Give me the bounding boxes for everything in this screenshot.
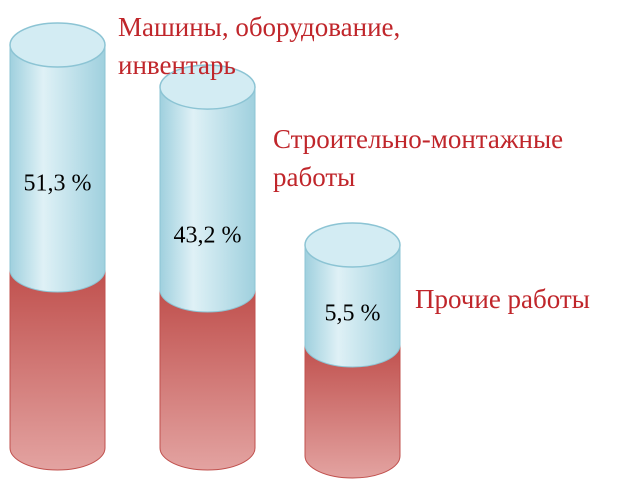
cylinder-top xyxy=(9,22,106,68)
value-label: 5,5 % xyxy=(325,301,381,327)
cylinder-top xyxy=(159,64,256,110)
value-label: 43,2 % xyxy=(174,223,242,249)
cylinder-base xyxy=(304,344,401,479)
category-label: Машины, оборудование, инвентарь xyxy=(118,12,401,80)
cylinder-value xyxy=(159,86,256,313)
category-label: Прочие работы xyxy=(415,284,590,314)
value-label: 51,3 % xyxy=(24,171,92,197)
cylinder-base xyxy=(159,289,256,471)
cylinder-base xyxy=(9,269,106,471)
cylinder-value xyxy=(9,44,106,293)
cylinder-value xyxy=(304,244,401,368)
cylinder-top xyxy=(304,222,401,268)
category-label: Строительно-монтажные работы xyxy=(273,124,564,192)
